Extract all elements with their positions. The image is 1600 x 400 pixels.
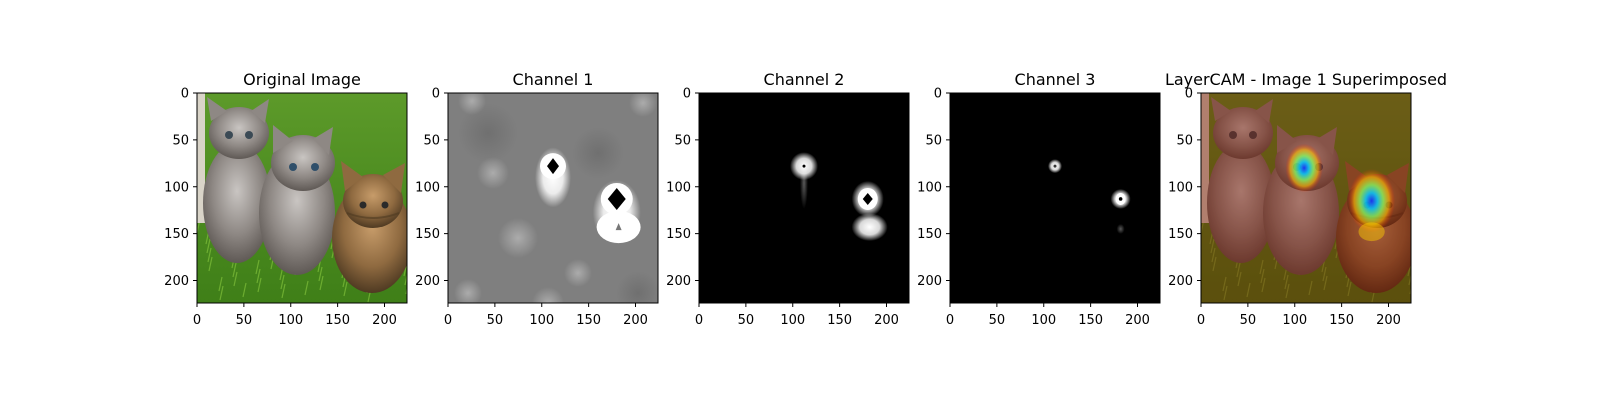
y-tick-label: 100 — [164, 180, 189, 195]
y-tick-label: 150 — [164, 227, 189, 242]
y-tick-label: 0 — [934, 87, 942, 102]
panel-channel2: Channel 2 0 50 100 150 200 0 50 100 150 200 — [666, 70, 910, 328]
y-tick-label: 150 — [666, 227, 691, 242]
heat-hotspot — [1285, 143, 1323, 193]
image-content — [448, 93, 658, 303]
y-tick-label: 100 — [917, 180, 942, 195]
y-tick-label: 150 — [1168, 227, 1193, 242]
axes-frame — [1200, 92, 1412, 304]
y-tick-label: 200 — [164, 274, 189, 289]
x-tick-label: 200 — [1125, 313, 1150, 328]
y-tick-label: 150 — [917, 227, 942, 242]
x-tick-label: 100 — [780, 313, 805, 328]
y-tick-label: 0 — [432, 87, 440, 102]
axes-frame — [447, 92, 659, 304]
x-tick-label: 0 — [695, 313, 703, 328]
y-tick-label: 200 — [1168, 274, 1193, 289]
panel-title: Channel 3 — [1015, 70, 1096, 89]
image-content — [950, 93, 1160, 303]
image-content — [197, 93, 407, 303]
x-tick-label: 150 — [576, 313, 601, 328]
y-tick-label: 200 — [666, 274, 691, 289]
x-tick-label: 0 — [1197, 313, 1205, 328]
x-tick-label: 50 — [1240, 313, 1257, 328]
x-tick-label: 150 — [1329, 313, 1354, 328]
y-tick-label: 0 — [1185, 87, 1193, 102]
x-tick-label: 0 — [946, 313, 954, 328]
y-tick-label: 200 — [917, 274, 942, 289]
axes-frame — [196, 92, 408, 304]
x-tick-label: 100 — [278, 313, 303, 328]
y-tick-label: 0 — [683, 87, 691, 102]
x-tick-label: 50 — [989, 313, 1006, 328]
panel-channel1: Channel 1 0 50 100 150 200 0 50 100 150 200 — [415, 70, 659, 328]
x-tick-label: 150 — [1078, 313, 1103, 328]
y-tick-label: 100 — [415, 180, 440, 195]
panel-title: Channel 1 — [513, 70, 594, 89]
y-tick-label: 0 — [181, 87, 189, 102]
x-tick-label: 100 — [529, 313, 554, 328]
y-tick-label: 150 — [415, 227, 440, 242]
panel-channel3: Channel 3 0 50 100 150 200 0 50 100 150 200 — [917, 70, 1161, 328]
heat-hotspot — [1116, 223, 1125, 234]
y-tick-label: 50 — [1176, 133, 1193, 148]
x-tick-label: 150 — [827, 313, 852, 328]
heat-hotspot — [851, 213, 888, 242]
x-tick-label: 200 — [372, 313, 397, 328]
axes-frame — [949, 92, 1161, 304]
x-tick-label: 200 — [1376, 313, 1401, 328]
panel-title: Original Image — [243, 70, 361, 89]
x-tick-label: 100 — [1031, 313, 1056, 328]
heat-hotspot — [1358, 222, 1385, 242]
y-tick-label: 50 — [423, 133, 440, 148]
x-tick-label: 200 — [623, 313, 648, 328]
y-tick-label: 50 — [674, 133, 691, 148]
panel-title: Channel 2 — [764, 70, 845, 89]
image-content — [699, 93, 909, 303]
y-tick-label: 50 — [925, 133, 942, 148]
x-tick-label: 150 — [325, 313, 350, 328]
x-tick-label: 0 — [444, 313, 452, 328]
x-tick-label: 50 — [487, 313, 504, 328]
image-content — [1201, 93, 1411, 303]
panel-original: Original Image 0 50 100 150 200 0 50 100 150 200 — [164, 70, 408, 328]
x-tick-label: 100 — [1282, 313, 1307, 328]
y-tick-label: 200 — [415, 274, 440, 289]
x-tick-label: 0 — [193, 313, 201, 328]
x-tick-label: 200 — [874, 313, 899, 328]
axes-frame — [698, 92, 910, 304]
heat-hotspot — [1348, 168, 1396, 233]
x-tick-label: 50 — [236, 313, 253, 328]
y-tick-label: 100 — [1168, 180, 1193, 195]
y-tick-label: 100 — [666, 180, 691, 195]
panel-title: LayerCAM - Image 1 Superimposed — [1165, 70, 1447, 89]
x-tick-label: 50 — [738, 313, 755, 328]
y-tick-label: 50 — [172, 133, 189, 148]
